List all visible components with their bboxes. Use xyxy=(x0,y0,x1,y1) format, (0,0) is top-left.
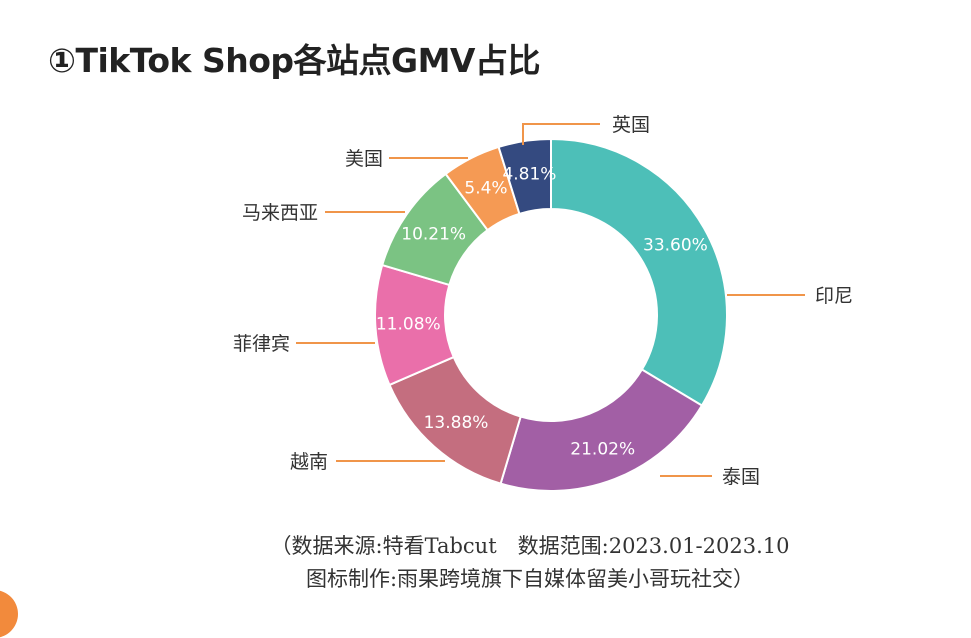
slice-percent-label: 4.81% xyxy=(502,165,556,185)
category-label: 越南 xyxy=(290,451,328,473)
slice-percent-label: 13.88% xyxy=(424,413,489,433)
chart-title: ①TikTok Shop各站点GMV占比 xyxy=(48,41,540,80)
slice-percent-label: 10.21% xyxy=(401,224,466,244)
slice-percent-label: 5.4% xyxy=(464,179,507,199)
slice-percent-label: 11.08% xyxy=(376,315,441,335)
leader-line xyxy=(522,123,600,145)
slice-percent-label: 33.60% xyxy=(643,236,708,256)
donut-chart: 33.60% 印尼 21.02% 泰国 13.88% 越南 11.08% 菲律宾 10.21% 马… xyxy=(233,114,853,492)
category-label: 英国 xyxy=(612,114,650,136)
category-label: 泰国 xyxy=(722,466,760,488)
credit-note: 图标制作:雨果跨境旗下自媒体留美小哥玩社交） xyxy=(305,567,755,591)
category-label: 印尼 xyxy=(815,285,853,307)
category-label: 美国 xyxy=(345,148,383,170)
category-label: 菲律宾 xyxy=(233,333,290,355)
source-note: （数据来源:特看Tabcut 数据范围:2023.01-2023.10 xyxy=(270,534,790,558)
slice-泰国[interactable] xyxy=(499,368,704,492)
category-label: 马来西亚 xyxy=(242,202,318,224)
slice-英国[interactable] xyxy=(497,137,552,216)
slice-percent-label: 21.02% xyxy=(570,439,635,459)
slice-印尼[interactable] xyxy=(550,137,728,407)
